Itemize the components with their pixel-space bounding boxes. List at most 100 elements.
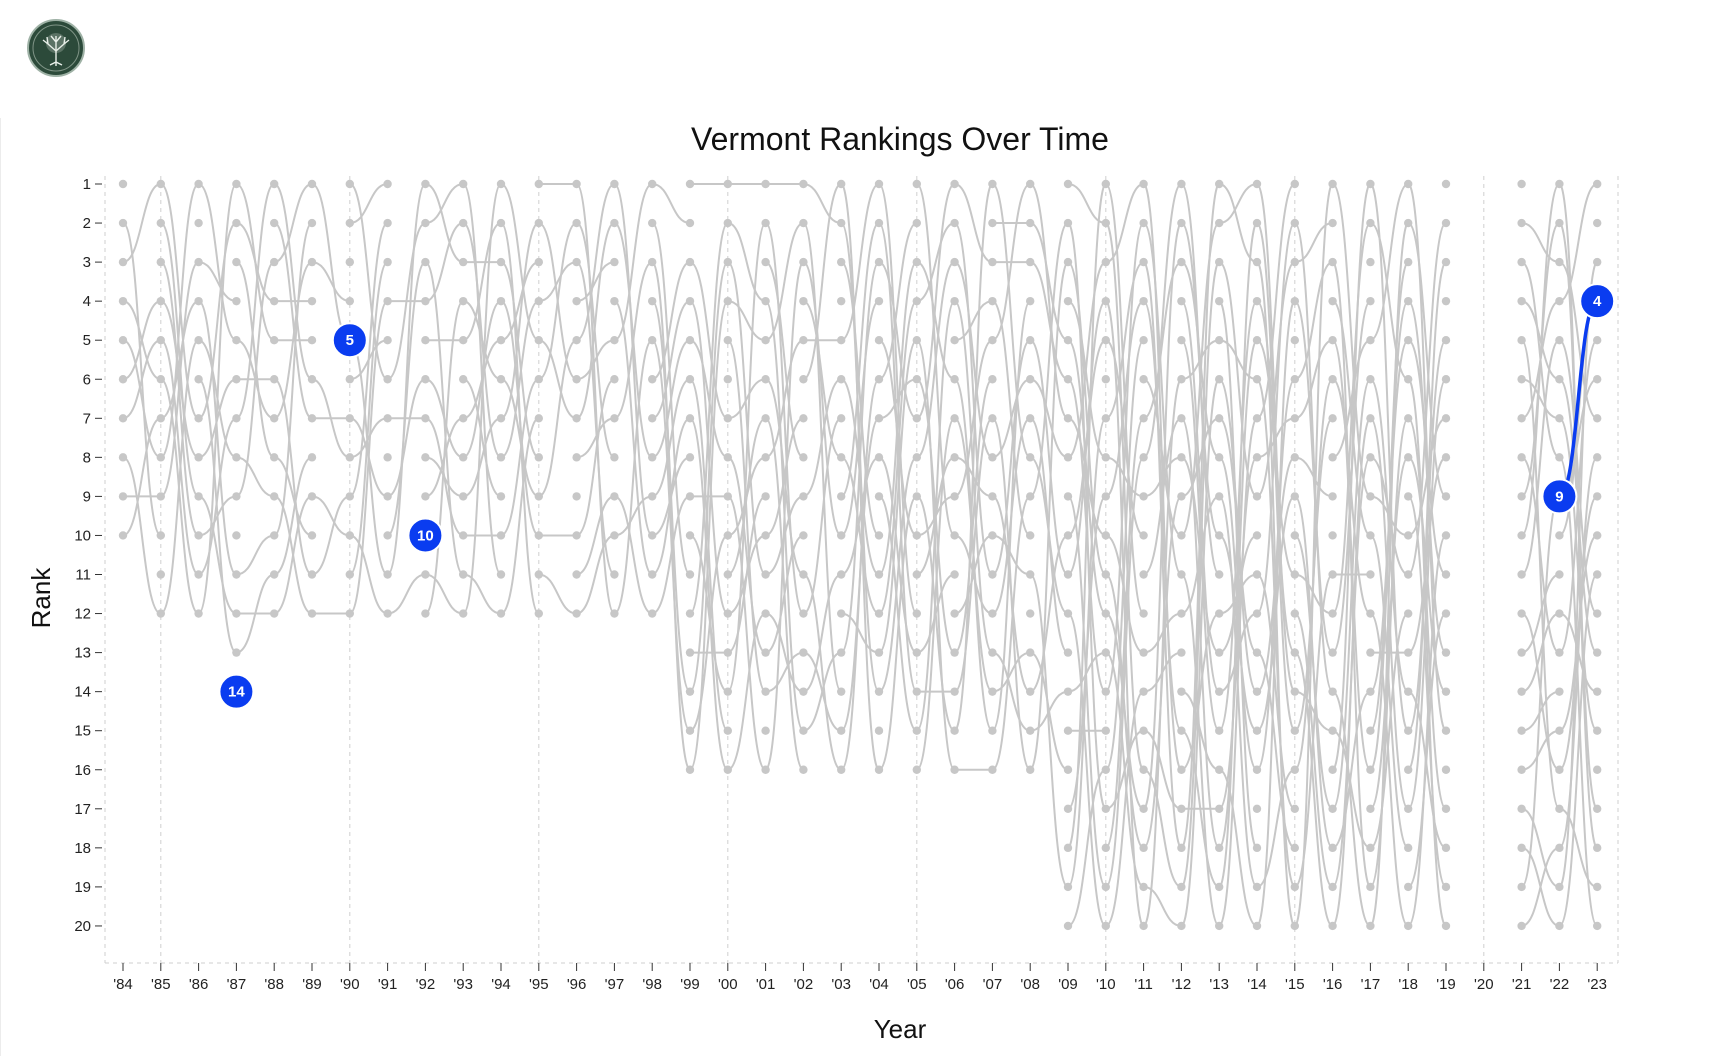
rank-dot [307,531,317,540]
rank-dot [156,375,165,384]
rank-dot [912,570,921,579]
rank-dot [761,414,770,423]
rank-dot [232,570,241,579]
rank-dot [1026,531,1035,540]
rank-dot [496,179,506,189]
team-line-segment [727,612,767,771]
rank-dot [1139,921,1148,931]
x-tick-label: '05 [907,976,927,993]
team-line-segment [1105,183,1144,264]
rank-dot [1593,336,1602,345]
rank-dot [837,218,846,228]
rank-dot [837,257,846,267]
rank-dot [1101,609,1111,618]
rank-dot [345,296,354,306]
rank-dot [1063,882,1073,892]
team-line-segment [236,456,275,498]
team-line-segment [991,183,1032,459]
rank-dot [1177,804,1186,813]
highlight-point[interactable] [1541,478,1578,515]
x-tick-label: '16 [1323,976,1343,993]
rank-dot [1101,882,1111,892]
team-line-segment [1067,339,1107,615]
team-line-segment [916,456,955,576]
rank-dot [1252,531,1262,540]
team-line-segment [1067,339,1107,537]
chart-title: Vermont Rankings Over Time [691,121,1109,157]
rank-dot [1441,804,1451,813]
team-line-segment [916,261,955,381]
rank-dot [1441,687,1451,696]
other-teams-dots [118,179,1602,931]
team-line-segment [840,456,880,576]
team-line-segment [1104,456,1145,888]
rank-dot [118,375,128,384]
team-line-segment [613,222,653,459]
team-line-segment [840,261,880,537]
rank-dot [1517,492,1526,501]
rank-dot [1252,804,1262,813]
rank-dot [799,453,808,462]
rank-dot [685,492,695,501]
team-line-segment [1559,183,1598,303]
rank-dot [345,570,354,579]
team-line-segment [1407,690,1447,849]
rank-dot [648,453,657,462]
rank-dot [1063,375,1073,384]
rank-dot [1252,257,1262,267]
highlight-point[interactable] [331,322,368,359]
team-line-segment [878,222,918,381]
rank-dot [1215,687,1224,696]
rank-dot [950,453,959,462]
rank-dot [723,609,732,618]
rank-dot [1063,218,1073,228]
team-line-segment [878,300,918,615]
team-line-segment [802,417,842,615]
rank-dot [194,570,203,579]
rank-dot [534,179,543,189]
tree-logo-icon[interactable] [26,18,86,78]
team-line-segment [1369,612,1409,849]
rank-dot [1441,765,1451,774]
team-line-segment [651,261,691,381]
rank-dot [950,375,959,384]
x-tick-label: '86 [189,976,209,993]
rank-dot [1290,375,1300,384]
team-line-segment [1407,222,1447,576]
rank-dot [1555,843,1564,853]
y-tick-label: 18 [74,840,91,857]
rank-dot [761,765,770,774]
team-line-segment [1143,456,1182,498]
team-line-segment [1180,300,1221,693]
team-line-segment [727,378,766,420]
x-tick-label: '96 [567,976,587,993]
rank-dot [685,414,695,423]
y-tick-label: 6 [83,371,91,388]
x-tick-label: '12 [1172,976,1192,993]
highlight-point[interactable] [218,673,255,710]
y-tick-label: 14 [74,684,91,701]
rank-dot [685,179,695,189]
rank-dot [270,375,279,384]
rank-dot [1328,257,1337,267]
team-line-segment [726,222,767,693]
rank-dot [1063,921,1073,931]
team-line-segment [689,222,729,615]
x-tick-label: '20 [1474,976,1494,993]
team-line-segment [500,261,540,342]
rank-dot [1177,414,1186,423]
team-line-segment [1180,417,1221,849]
team-line-segment [727,300,766,342]
rank-dot [534,375,543,384]
highlight-point[interactable] [1579,283,1616,320]
rank-dot [421,492,430,501]
rank-dot [1328,414,1337,423]
rank-dot [1026,296,1035,306]
rank-dot [270,609,279,618]
rank-dot [723,296,732,306]
team-line-segment [386,183,427,576]
team-line-segment [1143,729,1182,810]
highlight-point[interactable] [407,517,444,554]
rank-dot [685,336,695,345]
rank-dot [1177,843,1186,853]
